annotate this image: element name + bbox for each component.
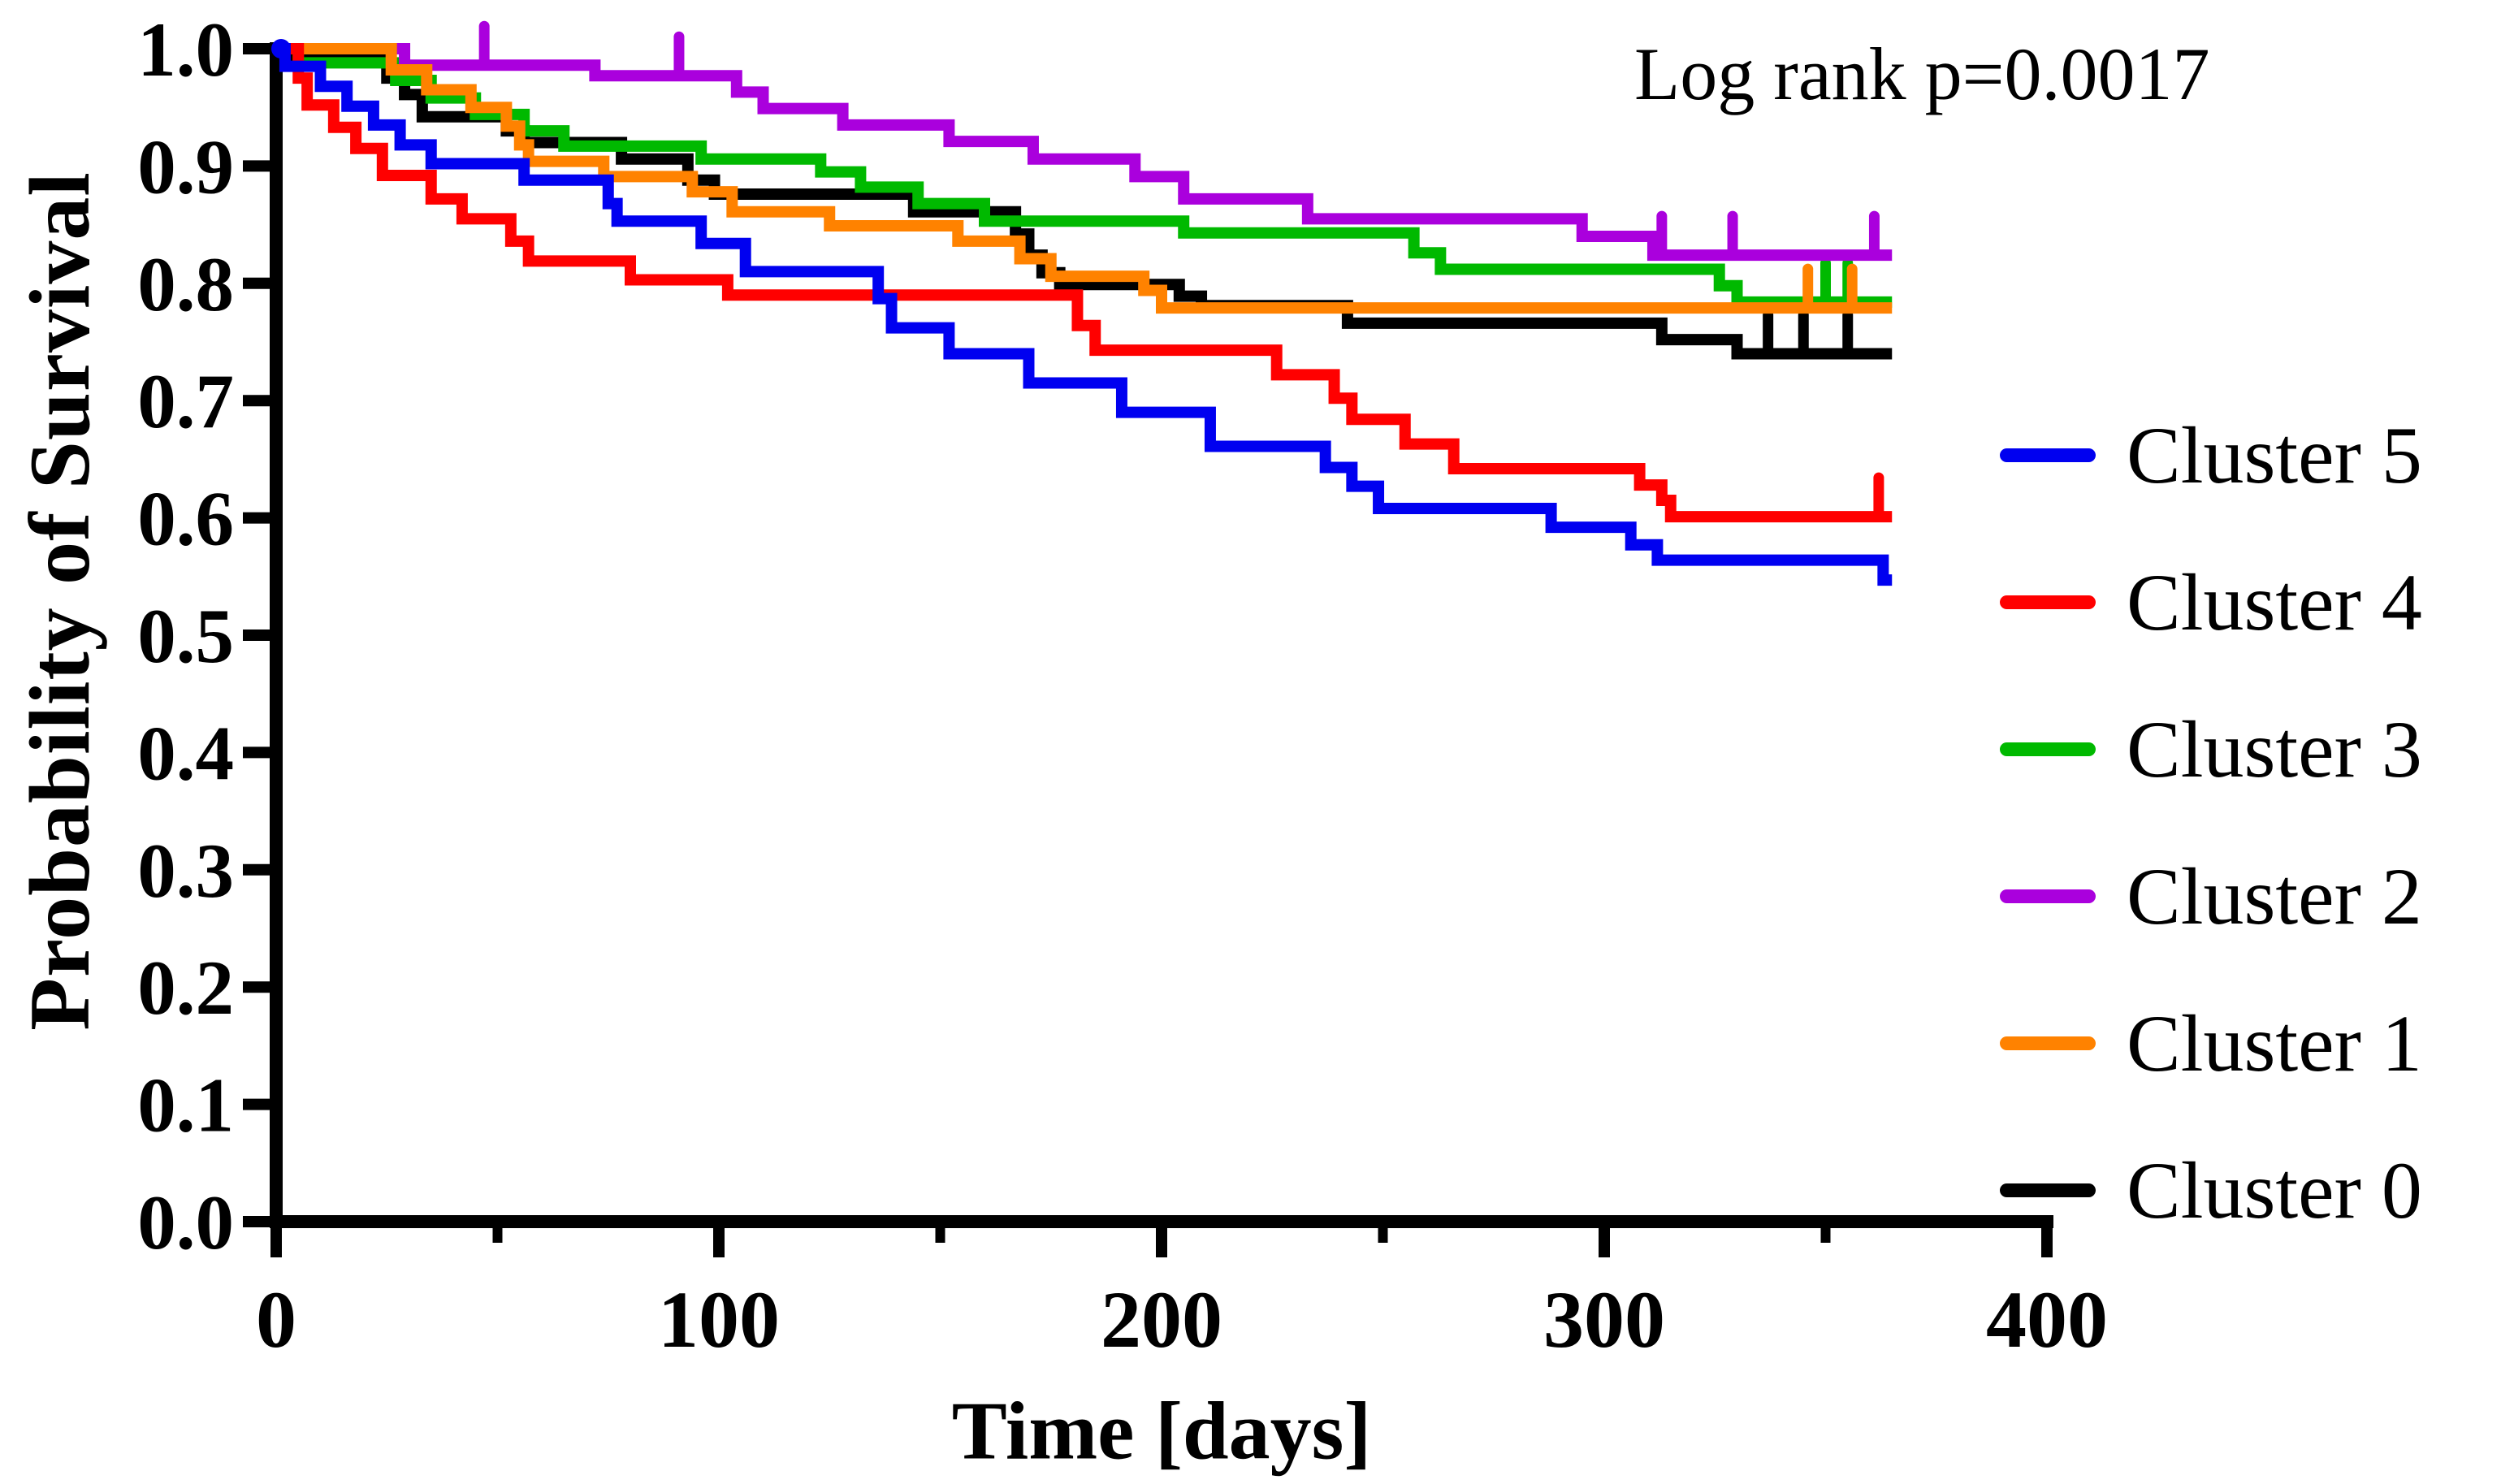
legend-item-cluster-0: Cluster 0 bbox=[2000, 1141, 2422, 1239]
y-tick-label: 0.4 bbox=[137, 710, 234, 796]
log-rank-annotation: Log rank p=0.0017 bbox=[1634, 32, 2210, 115]
legend-swatch-cluster-5 bbox=[2000, 448, 2096, 462]
y-tick-label: 0.1 bbox=[137, 1062, 234, 1149]
legend-item-cluster-4: Cluster 4 bbox=[2000, 553, 2422, 651]
x-tick-label: 100 bbox=[658, 1274, 780, 1365]
x-tick-label: 400 bbox=[1986, 1274, 2108, 1365]
y-tick-label: 0.6 bbox=[137, 476, 234, 562]
y-tick-label: 0.8 bbox=[137, 241, 234, 327]
y-tick-label: 0.9 bbox=[137, 123, 234, 210]
survival-curve-cluster-2 bbox=[276, 43, 1893, 262]
legend-swatch-cluster-3 bbox=[2000, 742, 2096, 756]
y-tick-label: 0.0 bbox=[137, 1179, 234, 1266]
legend-swatch-cluster-2 bbox=[2000, 889, 2096, 903]
legend-label-cluster-1: Cluster 1 bbox=[2127, 997, 2422, 1088]
legend-label-cluster-2: Cluster 2 bbox=[2127, 850, 2422, 941]
legend: Cluster 5 Cluster 4 Cluster 3 Cluster 2 … bbox=[2000, 0, 2495, 1484]
y-tick-label: 0.7 bbox=[137, 358, 234, 444]
legend-label-cluster-5: Cluster 5 bbox=[2127, 409, 2422, 500]
x-tick-label: 0 bbox=[256, 1274, 296, 1365]
legend-swatch-cluster-1 bbox=[2000, 1036, 2096, 1050]
y-tick-label: 0.3 bbox=[137, 828, 234, 914]
survival-curve-cluster-5 bbox=[276, 43, 1893, 586]
y-tick-label: 0.2 bbox=[137, 945, 234, 1031]
legend-swatch-cluster-4 bbox=[2000, 595, 2096, 609]
legend-item-cluster-2: Cluster 2 bbox=[2000, 847, 2422, 945]
legend-label-cluster-3: Cluster 3 bbox=[2127, 703, 2422, 794]
x-tick-label: 200 bbox=[1101, 1274, 1222, 1365]
x-axis-title: Time [days] bbox=[951, 1385, 1372, 1478]
legend-swatch-cluster-0 bbox=[2000, 1183, 2096, 1197]
y-axis-title: Probability of Survival bbox=[12, 171, 107, 1031]
survival-curve-cluster-4 bbox=[276, 43, 1893, 523]
legend-item-cluster-1: Cluster 1 bbox=[2000, 994, 2422, 1092]
legend-label-cluster-0: Cluster 0 bbox=[2127, 1144, 2422, 1235]
legend-item-cluster-3: Cluster 3 bbox=[2000, 700, 2422, 798]
legend-label-cluster-4: Cluster 4 bbox=[2127, 556, 2422, 647]
x-tick-label: 300 bbox=[1543, 1274, 1665, 1365]
legend-item-cluster-5: Cluster 5 bbox=[2000, 406, 2422, 504]
survival-curve-cluster-1 bbox=[276, 43, 1893, 314]
y-tick-label: 0.5 bbox=[137, 593, 234, 679]
y-tick-label: 1.0 bbox=[137, 6, 234, 93]
curve-origin-dot-cluster-5 bbox=[271, 39, 291, 58]
